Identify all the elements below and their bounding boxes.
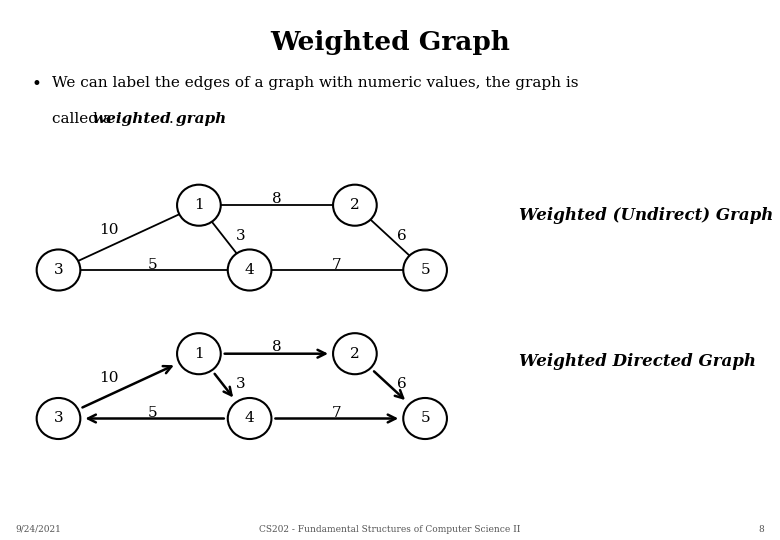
Ellipse shape xyxy=(403,249,447,291)
Text: 7: 7 xyxy=(332,406,342,420)
Ellipse shape xyxy=(333,333,377,374)
Text: 5: 5 xyxy=(420,411,430,426)
Text: 9/24/2021: 9/24/2021 xyxy=(16,524,62,534)
Text: called a: called a xyxy=(52,112,117,126)
Text: 5: 5 xyxy=(420,263,430,277)
Ellipse shape xyxy=(177,185,221,226)
Text: 8: 8 xyxy=(759,524,764,534)
Text: We can label the edges of a graph with numeric values, the graph is: We can label the edges of a graph with n… xyxy=(52,76,579,90)
Text: Weighted Directed Graph: Weighted Directed Graph xyxy=(519,353,756,370)
Ellipse shape xyxy=(37,249,80,291)
Ellipse shape xyxy=(333,185,377,226)
Text: 8: 8 xyxy=(272,340,282,354)
Text: 10: 10 xyxy=(100,222,119,237)
Text: 6: 6 xyxy=(397,229,406,243)
Text: 4: 4 xyxy=(245,263,254,277)
Text: 5: 5 xyxy=(147,258,157,272)
Text: 2: 2 xyxy=(350,198,360,212)
Text: 1: 1 xyxy=(194,198,204,212)
Text: 2: 2 xyxy=(350,347,360,361)
Ellipse shape xyxy=(403,398,447,439)
Text: weighted graph: weighted graph xyxy=(93,112,226,126)
Ellipse shape xyxy=(37,398,80,439)
Text: Weighted (Undirect) Graph: Weighted (Undirect) Graph xyxy=(519,207,773,225)
Ellipse shape xyxy=(228,398,271,439)
Ellipse shape xyxy=(228,249,271,291)
Text: •: • xyxy=(31,76,41,92)
Text: .: . xyxy=(168,112,173,126)
Ellipse shape xyxy=(177,333,221,374)
Text: 1: 1 xyxy=(194,347,204,361)
Text: 7: 7 xyxy=(332,258,342,272)
Text: 3: 3 xyxy=(54,411,63,426)
Text: 10: 10 xyxy=(100,371,119,385)
Text: 8: 8 xyxy=(272,192,282,206)
Text: 6: 6 xyxy=(397,377,406,392)
Text: 4: 4 xyxy=(245,411,254,426)
Text: 5: 5 xyxy=(147,406,157,420)
Text: 3: 3 xyxy=(236,377,245,392)
Text: Weighted Graph: Weighted Graph xyxy=(270,30,510,55)
Text: CS202 - Fundamental Structures of Computer Science II: CS202 - Fundamental Structures of Comput… xyxy=(259,524,521,534)
Text: 3: 3 xyxy=(54,263,63,277)
Text: 3: 3 xyxy=(236,229,245,243)
